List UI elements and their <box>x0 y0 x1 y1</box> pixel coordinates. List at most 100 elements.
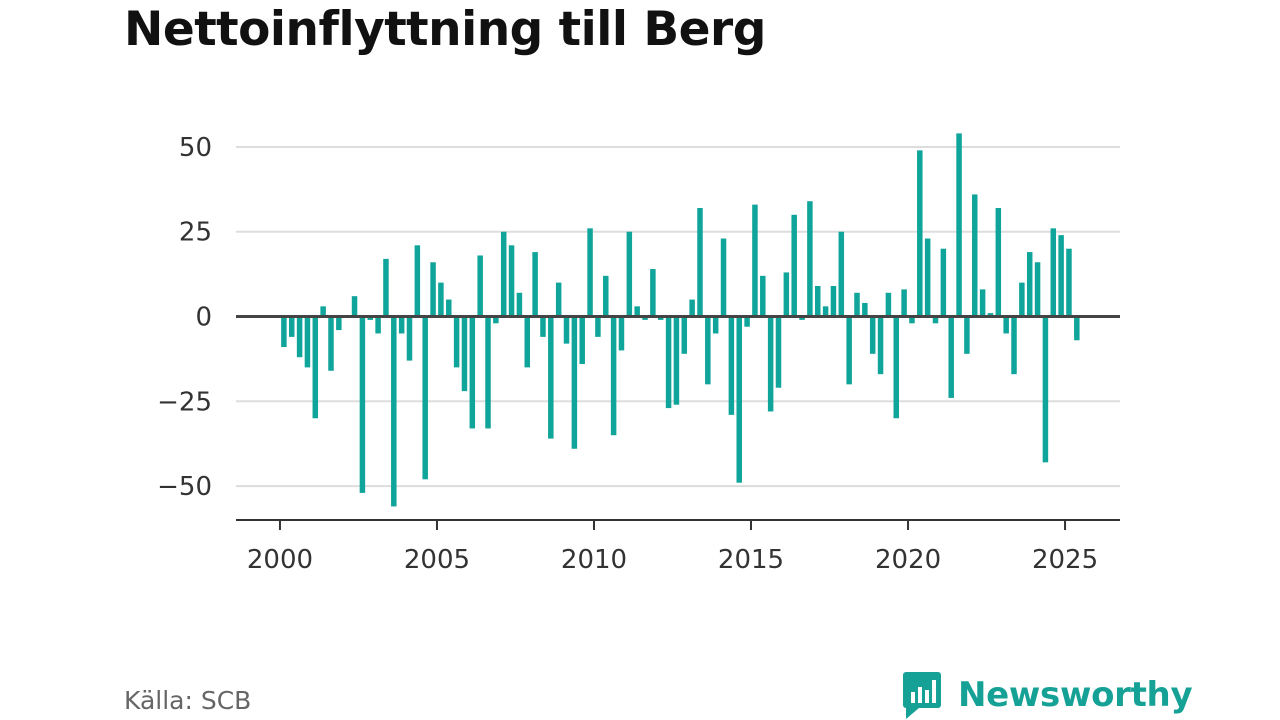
x-tick-label: 2025 <box>1032 545 1098 575</box>
bar <box>744 316 750 327</box>
bar <box>304 316 311 368</box>
bar <box>964 316 970 354</box>
y-tick-label: 25 <box>179 218 212 248</box>
x-tick-labels: 2000 2005 2010 2015 2020 2025 <box>247 545 1098 575</box>
bar <box>995 208 1002 317</box>
brand-name: Newsworthy <box>958 675 1193 715</box>
bar <box>1050 228 1057 317</box>
bar <box>791 214 797 317</box>
bar <box>603 275 609 317</box>
bar <box>901 289 907 317</box>
y-tick-label: 0 <box>195 303 212 333</box>
bar <box>846 316 852 385</box>
bar <box>987 313 994 317</box>
bar <box>838 231 845 317</box>
bar <box>453 316 460 368</box>
bar <box>642 316 648 320</box>
bar <box>775 316 782 388</box>
bar <box>320 306 326 317</box>
bar <box>493 316 499 324</box>
bar <box>979 289 986 317</box>
bar <box>697 208 703 317</box>
bar <box>767 316 774 412</box>
bar <box>634 306 640 317</box>
x-tick-label: 2020 <box>875 545 941 575</box>
bar <box>618 316 625 351</box>
bar <box>281 316 287 348</box>
bar <box>760 275 766 317</box>
bar <box>359 316 366 493</box>
bar <box>508 245 515 317</box>
bar <box>610 316 617 436</box>
bar <box>736 316 742 483</box>
axes <box>236 315 1120 530</box>
y-tick-label: 50 <box>179 133 212 163</box>
bar <box>1003 316 1009 334</box>
chart-title: Nettoinflyttning till Berg <box>124 2 766 57</box>
bar <box>885 292 892 317</box>
bar <box>956 133 962 317</box>
bar <box>540 316 546 337</box>
bar <box>406 316 413 361</box>
bar <box>500 231 507 317</box>
bar <box>296 316 303 358</box>
bar <box>383 258 389 317</box>
bar <box>814 286 821 317</box>
bar <box>1074 316 1080 341</box>
bar <box>752 204 758 317</box>
bar <box>351 296 358 317</box>
bar-chart-bubble-icon <box>903 672 941 719</box>
x-tick-label: 2015 <box>718 545 784 575</box>
bar <box>650 269 656 317</box>
bar <box>681 316 688 354</box>
bar <box>469 316 476 429</box>
bar <box>587 228 593 317</box>
bar <box>1066 248 1072 317</box>
bar <box>948 316 954 398</box>
bar <box>673 316 680 405</box>
x-tick-label: 2005 <box>404 545 470 575</box>
bar <box>485 316 491 429</box>
bar <box>555 282 562 317</box>
bar <box>893 316 899 419</box>
bar <box>1019 282 1025 317</box>
bar <box>909 316 915 324</box>
bar <box>1058 235 1064 317</box>
bar <box>571 316 578 449</box>
bar <box>461 316 468 392</box>
bar <box>288 316 295 337</box>
bar <box>807 201 813 317</box>
bar <box>799 316 805 320</box>
bar <box>1026 252 1033 317</box>
bar <box>657 316 664 320</box>
bar <box>563 316 570 344</box>
bar <box>783 272 790 317</box>
bar <box>830 286 837 317</box>
bar <box>869 316 876 354</box>
x-tick-label: 2010 <box>561 545 627 575</box>
bar <box>367 316 373 320</box>
x-tick-label: 2000 <box>247 545 313 575</box>
bar <box>595 316 601 337</box>
bar <box>854 292 860 317</box>
y-tick-labels: 50 25 0 −25 −50 <box>157 133 212 502</box>
bar <box>1034 262 1041 317</box>
bar <box>720 238 727 317</box>
bar <box>398 316 405 334</box>
bar <box>728 316 735 415</box>
y-tick-label: −50 <box>157 472 212 502</box>
bar-series <box>281 133 1080 507</box>
bar <box>1011 316 1017 375</box>
bar <box>422 316 428 480</box>
bar <box>446 299 452 317</box>
bar <box>391 316 397 507</box>
bar <box>375 316 381 334</box>
brand-logo: Newsworthy <box>902 670 1193 720</box>
bar <box>822 306 829 317</box>
bar <box>336 316 342 331</box>
bar <box>328 316 334 371</box>
bar <box>477 255 483 317</box>
bar <box>924 238 931 317</box>
bar <box>430 262 436 317</box>
